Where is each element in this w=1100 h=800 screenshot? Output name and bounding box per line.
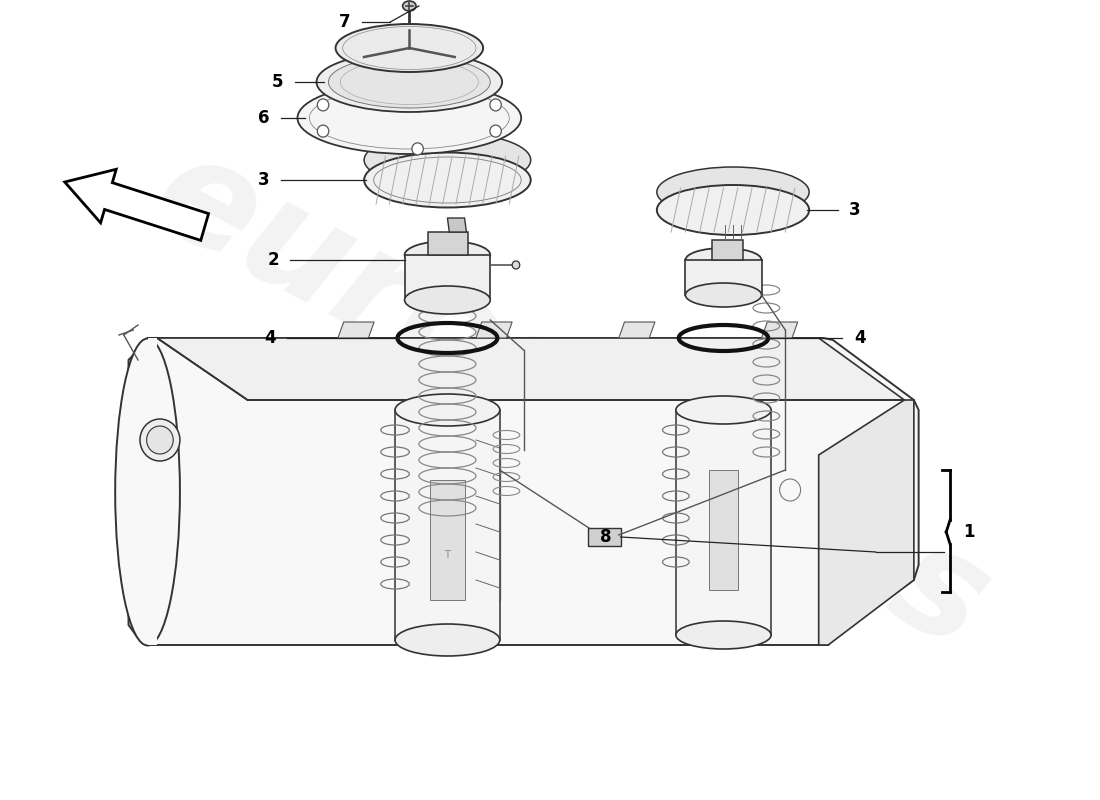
Polygon shape	[147, 338, 157, 645]
Ellipse shape	[490, 99, 502, 111]
Polygon shape	[65, 170, 209, 240]
Text: eurospares: eurospares	[131, 122, 1012, 678]
Polygon shape	[405, 255, 491, 300]
Text: T: T	[444, 550, 450, 560]
Ellipse shape	[513, 261, 520, 269]
Ellipse shape	[318, 99, 329, 111]
Ellipse shape	[317, 52, 503, 112]
Ellipse shape	[336, 24, 483, 72]
Ellipse shape	[675, 396, 771, 424]
Ellipse shape	[146, 426, 174, 454]
Ellipse shape	[403, 1, 416, 11]
Ellipse shape	[364, 133, 530, 187]
Polygon shape	[685, 260, 761, 295]
Polygon shape	[712, 240, 743, 260]
Text: 5: 5	[272, 73, 284, 91]
Ellipse shape	[685, 248, 761, 272]
Text: a passion for parts since 1985: a passion for parts since 1985	[246, 362, 744, 648]
Polygon shape	[710, 470, 738, 590]
Polygon shape	[675, 410, 771, 635]
Text: 7: 7	[339, 13, 350, 31]
Polygon shape	[448, 218, 466, 232]
Ellipse shape	[297, 82, 521, 154]
Polygon shape	[761, 322, 798, 338]
Ellipse shape	[140, 419, 180, 461]
Ellipse shape	[405, 286, 491, 314]
Polygon shape	[157, 338, 904, 400]
Text: 6: 6	[257, 109, 270, 127]
Text: 4: 4	[264, 329, 276, 347]
Ellipse shape	[405, 241, 491, 269]
Ellipse shape	[395, 624, 499, 656]
Polygon shape	[338, 322, 374, 338]
Ellipse shape	[490, 125, 502, 137]
Text: 4: 4	[854, 329, 866, 347]
Polygon shape	[428, 232, 469, 255]
Ellipse shape	[657, 167, 810, 217]
Polygon shape	[818, 400, 914, 645]
Ellipse shape	[685, 283, 761, 307]
Ellipse shape	[657, 185, 810, 235]
Ellipse shape	[116, 338, 180, 646]
Polygon shape	[588, 528, 620, 546]
Polygon shape	[129, 338, 918, 645]
Polygon shape	[430, 480, 464, 600]
Text: 2: 2	[267, 251, 279, 269]
Ellipse shape	[364, 153, 530, 207]
Ellipse shape	[329, 56, 491, 108]
Polygon shape	[395, 410, 499, 640]
Ellipse shape	[395, 394, 499, 426]
Text: 8: 8	[600, 528, 612, 546]
Ellipse shape	[411, 81, 424, 93]
Text: 3: 3	[257, 171, 270, 189]
Ellipse shape	[318, 125, 329, 137]
Text: 3: 3	[849, 201, 861, 219]
Polygon shape	[476, 322, 513, 338]
Text: 1: 1	[964, 523, 975, 541]
Polygon shape	[619, 322, 654, 338]
Ellipse shape	[675, 621, 771, 649]
Ellipse shape	[411, 143, 424, 155]
